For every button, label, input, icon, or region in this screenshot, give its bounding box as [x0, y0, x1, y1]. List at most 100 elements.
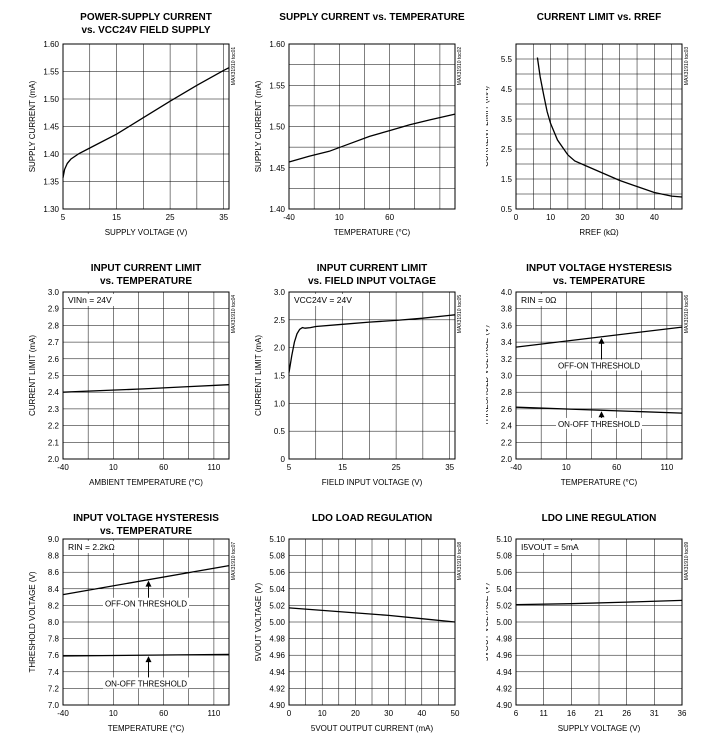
series-line — [536, 57, 683, 198]
y-tick-label: 5.08 — [496, 552, 512, 561]
x-tick-label: 35 — [445, 463, 454, 472]
y-tick-label: 1.0 — [274, 399, 286, 408]
threshold-label: OFF-ON THRESHOLD — [558, 361, 640, 370]
y-tick-label: 8.0 — [48, 618, 60, 627]
plot-frame — [62, 538, 230, 706]
series-line — [62, 653, 230, 657]
y-axis-label: CURRENT LIMIT (mA) — [486, 86, 490, 167]
y-tick-label: 5.02 — [269, 601, 285, 610]
x-tick-label: 60 — [612, 463, 621, 472]
chart-title-line: CURRENT LIMIT vs. RREF — [537, 12, 661, 23]
x-tick-label: 60 — [159, 463, 168, 472]
threshold-label-background — [102, 597, 190, 609]
series-line — [62, 384, 230, 393]
y-tick-label: 2.3 — [48, 405, 60, 414]
y-tick-label: 7.0 — [48, 701, 60, 710]
plot-frame — [515, 538, 683, 706]
x-tick-label: 20 — [351, 709, 360, 718]
y-tick-label: 5.02 — [496, 601, 512, 610]
y-tick-label: 5.06 — [496, 568, 512, 577]
x-axis-label: TEMPERATURE (°C) — [561, 478, 638, 487]
series-line — [288, 607, 456, 623]
y-axis-label: 5VOUT VOLTAGE (V) — [486, 583, 490, 662]
y-tick-label: 5.08 — [269, 552, 285, 561]
y-tick-label: 1.60 — [43, 40, 59, 49]
y-tick-label: 7.2 — [48, 684, 60, 693]
y-axis-label: THRESHOLD VOLTAGE (V) — [486, 325, 490, 426]
x-tick-label: -40 — [510, 463, 522, 472]
series-line — [515, 599, 683, 606]
figure-code: MAX31910 toc04 — [231, 295, 237, 334]
y-tick-label: 3.0 — [501, 372, 513, 381]
plot-frame — [515, 291, 683, 460]
x-tick-label: 30 — [384, 709, 393, 718]
y-tick-label: 4.92 — [269, 684, 285, 693]
y-tick-label: 2.5 — [274, 316, 286, 325]
y-tick-label: 2.8 — [501, 388, 513, 397]
y-tick-label: 3.6 — [501, 321, 513, 330]
y-tick-label: 9.0 — [48, 535, 60, 544]
y-axis-label: 5VOUT VOLTAGE (V) — [254, 583, 263, 662]
x-tick-label: 25 — [392, 463, 401, 472]
y-tick-label: 5.04 — [269, 585, 285, 594]
chart-title-line: LDO LOAD REGULATION — [312, 513, 432, 524]
chart-hysteresis-rin-0: INPUT VOLTAGE HYSTERESIS vs. TEMPERATURE 2… — [486, 263, 690, 487]
annotation-background — [65, 541, 118, 553]
y-tick-label: 4.0 — [501, 288, 513, 297]
y-tick-label: 5.00 — [496, 618, 512, 627]
y-tick-label: 8.8 — [48, 552, 60, 561]
y-tick-label: 2.8 — [48, 321, 60, 330]
x-tick-label: 11 — [540, 709, 549, 718]
figure-code: MAX31910 toc03 — [684, 47, 690, 86]
y-tick-label: 2.2 — [48, 422, 60, 431]
y-tick-label: 3.0 — [48, 288, 60, 297]
y-tick-label: 8.6 — [48, 568, 60, 577]
annotation-background — [518, 541, 582, 553]
figure-code: MAX31910 toc05 — [457, 295, 463, 334]
x-tick-label: 0 — [514, 213, 519, 222]
x-axis-label: RREF (kΩ) — [579, 228, 619, 237]
chart-title-line: POWER-SUPPLY CURRENT — [80, 12, 212, 23]
chart-input-current-limit-vs-temperature: INPUT CURRENT LIMIT vs. TEMPERATURE 2.0 2.1… — [28, 263, 237, 487]
x-tick-label: 15 — [338, 463, 347, 472]
x-tick-label: -40 — [283, 213, 295, 222]
x-tick-label: 110 — [208, 709, 221, 718]
chart-supply-current-vs-temperature: SUPPLY CURRENT vs. TEMPERATURE 1.40 1.45 1.… — [254, 12, 465, 237]
x-axis-label: SUPPLY VOLTAGE (V) — [105, 228, 188, 237]
y-tick-label: 4.98 — [269, 635, 285, 644]
y-tick-label: 4.90 — [496, 701, 512, 710]
x-tick-label: 10 — [318, 709, 327, 718]
x-tick-label: 21 — [595, 709, 604, 718]
x-tick-label: 10 — [562, 463, 571, 472]
y-tick-label: 1.35 — [43, 178, 59, 187]
condition-annotation: VINn = 24V — [68, 295, 112, 305]
chart-ldo-line-regulation: LDO LINE REGULATION 4.90 4.92 4.94 4.96 4.98 5… — [486, 513, 690, 733]
x-tick-label: 36 — [678, 709, 687, 718]
y-tick-label: 1.5 — [274, 372, 286, 381]
y-tick-label: 4.96 — [496, 651, 512, 660]
x-tick-label: -40 — [57, 463, 69, 472]
y-tick-label: 2.6 — [501, 405, 513, 414]
y-tick-label: 1.40 — [269, 205, 285, 214]
y-tick-label: 4.94 — [269, 668, 285, 677]
x-tick-label: 15 — [112, 213, 121, 222]
chart-input-current-limit-vs-field-voltage: INPUT CURRENT LIMIT vs. FIELD INPUT VOLTA… — [254, 263, 463, 487]
chart-title-line: vs. FIELD INPUT VOLTAGE — [308, 276, 436, 287]
chart-title-line: vs. TEMPERATURE — [553, 276, 645, 287]
x-tick-label: 110 — [208, 463, 221, 472]
y-tick-label: 1.55 — [269, 81, 285, 90]
x-tick-label: 60 — [385, 213, 394, 222]
y-axis-label: CURRENT LIMIT (mA) — [254, 335, 263, 416]
y-tick-label: 3.8 — [501, 305, 513, 314]
x-tick-label: 110 — [661, 463, 674, 472]
threshold-label-background — [102, 677, 190, 689]
threshold-label: OFF-ON THRESHOLD — [105, 600, 187, 609]
figure-code: MAX31910 toc06 — [684, 295, 690, 334]
chart-title-line: SUPPLY CURRENT vs. TEMPERATURE — [279, 12, 465, 23]
y-tick-label: 1.40 — [43, 150, 59, 159]
y-tick-label: 2.9 — [48, 305, 60, 314]
x-tick-label: 40 — [417, 709, 426, 718]
x-tick-label: 60 — [159, 709, 168, 718]
x-tick-label: 50 — [451, 709, 460, 718]
plot-frame — [515, 43, 683, 210]
